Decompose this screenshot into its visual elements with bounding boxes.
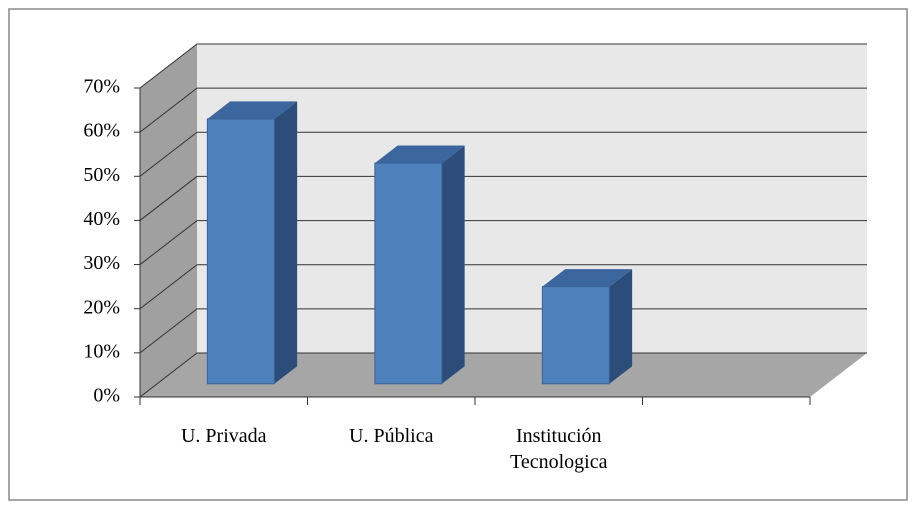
y-tick-label: 60%: [83, 120, 120, 142]
y-tick-label: 50%: [83, 164, 120, 186]
x-tick-label: U. Pública: [349, 425, 434, 447]
x-tick-label: Institución Tecnologica: [510, 425, 608, 473]
y-tick-label: 30%: [83, 252, 120, 274]
x-tick-label: U. Privada: [180, 425, 267, 447]
grid-line: [139, 352, 867, 398]
y-tick-label: 40%: [83, 208, 120, 230]
grid-line: [139, 131, 867, 177]
bar: [206, 118, 275, 385]
grid-line: [139, 43, 867, 89]
y-tick-label: 0%: [93, 385, 120, 407]
y-tick-label: 70%: [83, 76, 120, 98]
grid-line: [139, 87, 867, 133]
grid-line: [139, 308, 867, 354]
grid-line: [139, 264, 867, 310]
bar-top: [542, 269, 633, 287]
grid-line: [139, 175, 867, 221]
bar-side: [609, 269, 633, 384]
side-wall: [140, 44, 197, 397]
floor: [140, 353, 867, 397]
bar: [374, 162, 443, 385]
y-tick-label: 10%: [83, 340, 120, 362]
bar: [541, 286, 610, 385]
bar-top: [207, 101, 298, 119]
bar-top: [374, 145, 465, 164]
y-tick-label: 20%: [83, 296, 120, 318]
bar-side: [274, 101, 298, 384]
bar-side: [441, 145, 465, 384]
back-wall: [197, 44, 867, 353]
grid-line: [139, 220, 867, 265]
